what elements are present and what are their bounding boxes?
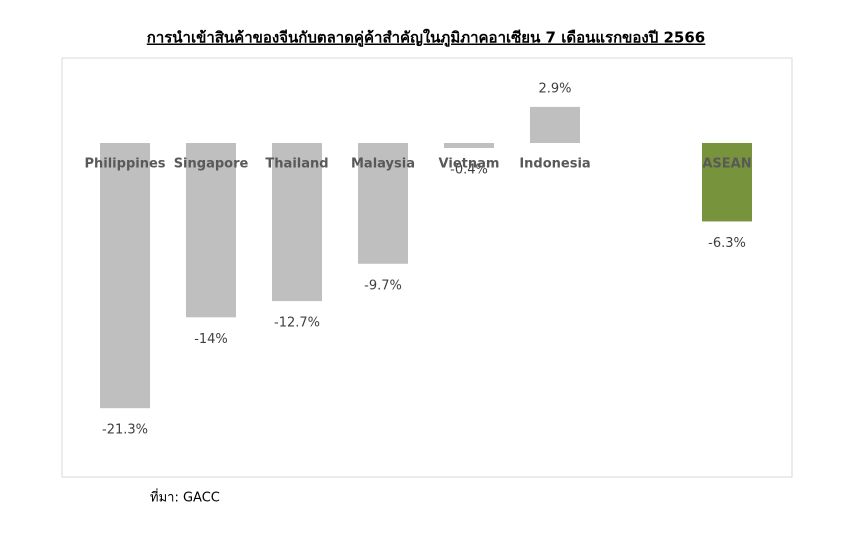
x-tick-label: Philippines [84, 157, 165, 172]
value-label: -12.7% [274, 316, 320, 331]
chart-title: การนำเข้าสินค้าของจีนกับตลาดคู่ค้าสำคัญใ… [147, 29, 706, 48]
bar [100, 143, 150, 409]
source: ที่มา: GACC [150, 489, 220, 506]
labels: -21.3% Philippines -14% Singapore -12.7% Thai… [84, 81, 751, 437]
bar [702, 143, 752, 222]
value-label: -0.4% [450, 162, 488, 177]
value-label: -21.3% [102, 423, 148, 438]
plot-frame [61, 57, 793, 478]
bar [272, 143, 322, 302]
value-label: -6.3% [708, 236, 746, 251]
bars [100, 106, 752, 409]
bar [186, 143, 236, 318]
x-tick-label: Malaysia [351, 157, 415, 172]
bar [444, 143, 494, 148]
x-tick-label: Singapore [174, 157, 249, 172]
value-label: -9.7% [364, 278, 402, 293]
bar [530, 106, 580, 143]
bar [358, 143, 408, 264]
x-tick-label: ASEAN [702, 157, 751, 172]
value-label: 2.9% [538, 81, 571, 96]
x-tick-label: Indonesia [519, 157, 590, 172]
x-tick-label: Thailand [265, 157, 328, 172]
value-label: -14% [194, 332, 228, 347]
x-tick-label: Vietnam [439, 157, 500, 172]
